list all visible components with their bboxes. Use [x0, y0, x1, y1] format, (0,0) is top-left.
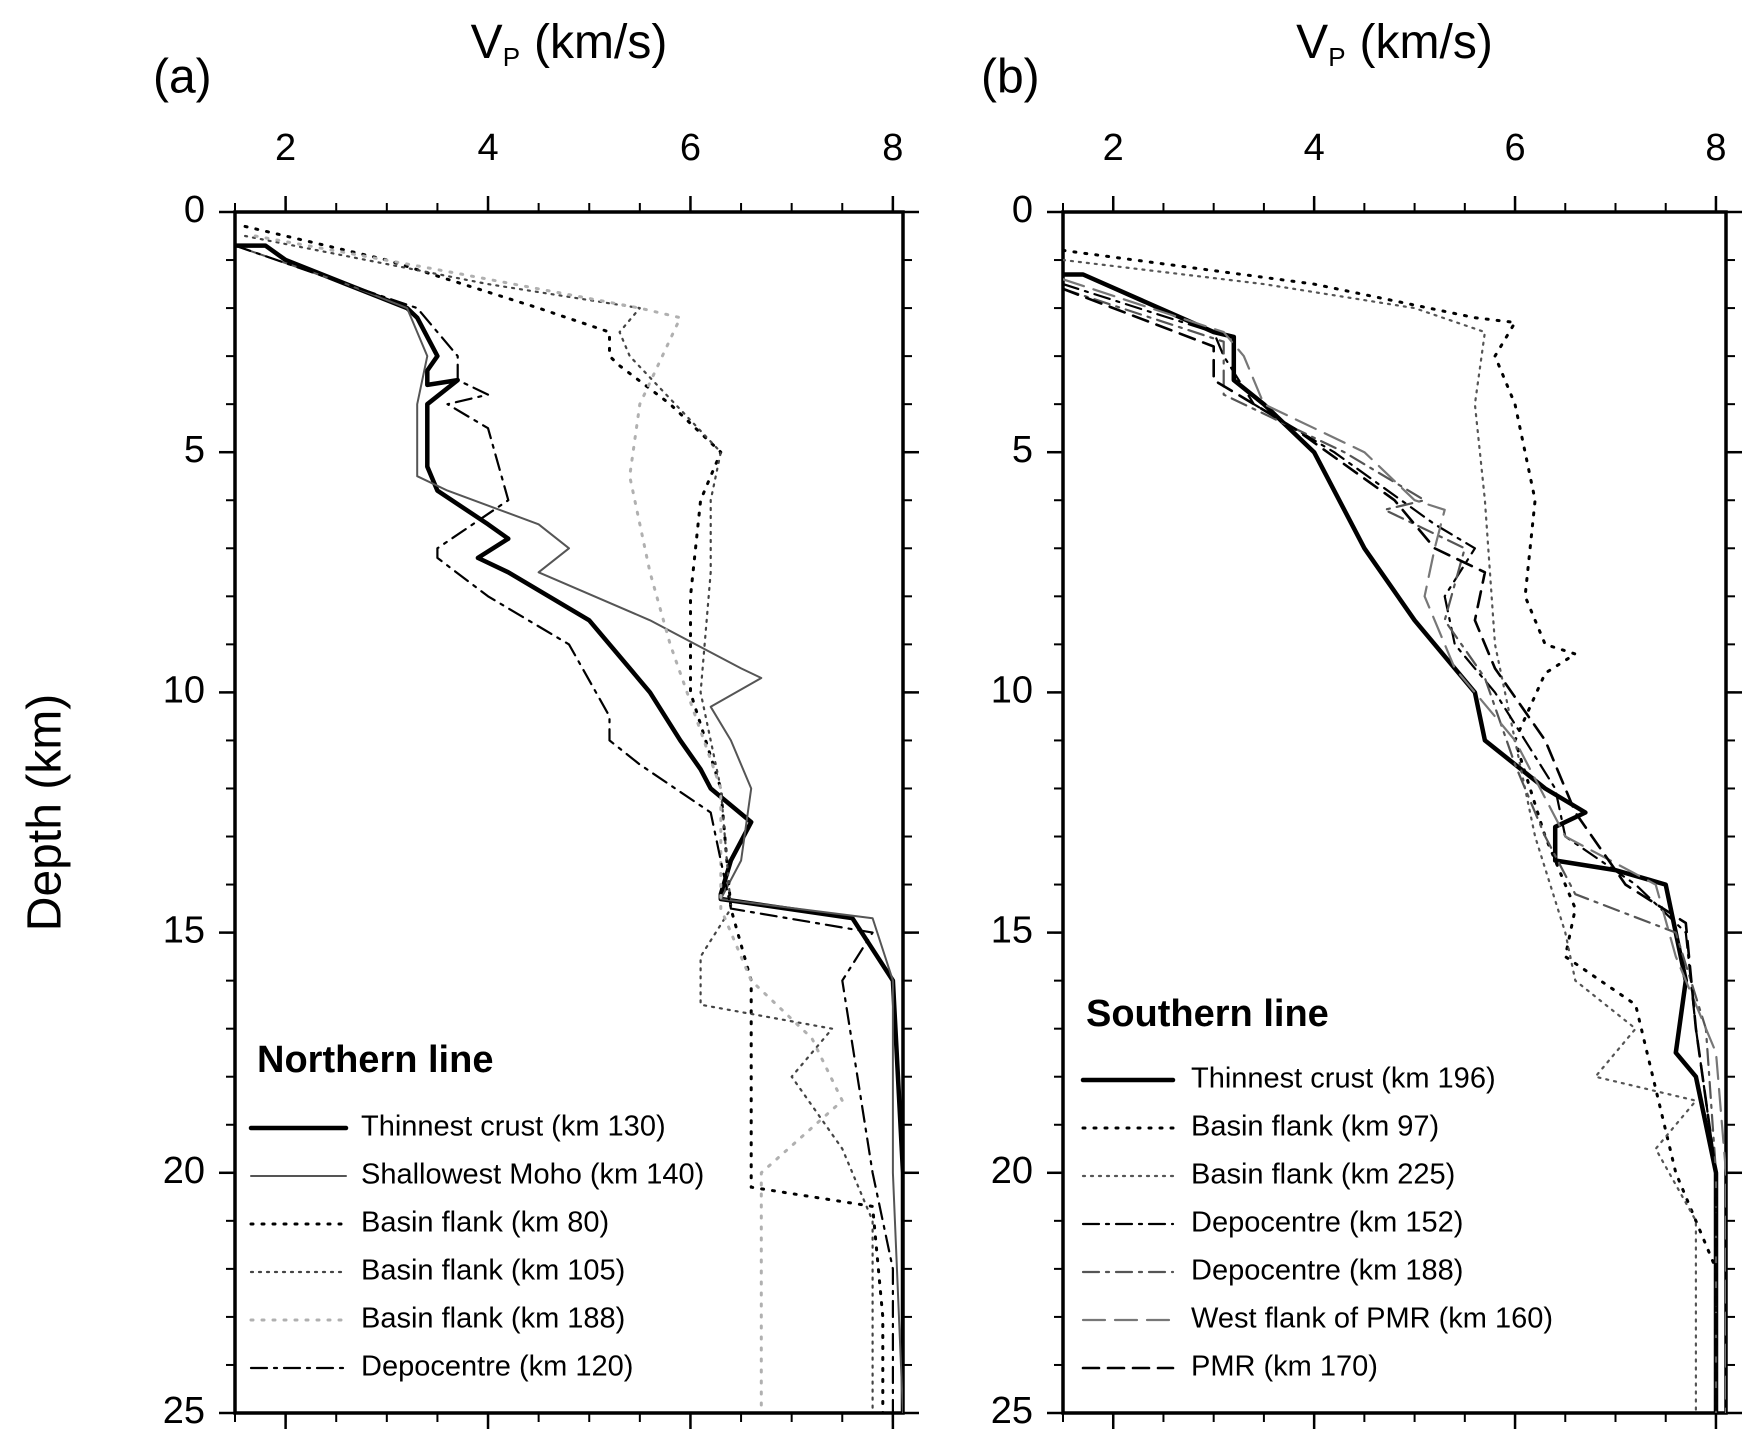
legend-label: Basin flank (km 188)	[361, 1303, 625, 1335]
y-tick-label: 10	[991, 669, 1033, 711]
legend-title: Northern line	[257, 1039, 493, 1081]
x-axis-subscript: P	[1328, 42, 1345, 72]
y-axis-title: Depth (km)	[19, 694, 72, 931]
x-axis-unit: (km/s)	[1360, 16, 1493, 69]
y-tick-label: 20	[163, 1150, 205, 1192]
plot-frame	[233, 210, 905, 1415]
series-line	[1063, 283, 1718, 1413]
x-tick-label: 2	[275, 127, 296, 169]
y-tick-label: 25	[163, 1390, 205, 1432]
series-line	[1063, 258, 1697, 1413]
panel-label: (a)	[153, 51, 212, 104]
series-line	[1063, 287, 1718, 1413]
panel: 2 4 6 8 0 5 10 15 20 25 (a) VP (km/s) Depth (km) North…	[19, 16, 919, 1432]
series-line	[1063, 248, 1718, 1413]
panel-label: (b)	[981, 51, 1040, 104]
x-axis-subscript: P	[503, 42, 520, 72]
y-tick-label: 15	[991, 910, 1033, 952]
legend-label: Basin flank (km 80)	[361, 1207, 609, 1239]
y-tick-label: 5	[184, 429, 205, 471]
series-line	[235, 244, 894, 1413]
x-axis-symbol: V	[1296, 16, 1328, 69]
series-line	[243, 224, 885, 1413]
x-axis-title: VP (km/s)	[1296, 16, 1493, 72]
legend-label: Thinnest crust (km 130)	[361, 1111, 666, 1143]
x-axis-symbol: V	[471, 16, 503, 69]
legend-title: Southern line	[1086, 993, 1329, 1035]
legend-label: PMR (km 170)	[1191, 1351, 1378, 1383]
x-axis-title: VP (km/s)	[471, 16, 668, 72]
series-line	[1063, 278, 1726, 1413]
series-line	[244, 234, 874, 1413]
y-tick-label: 0	[184, 189, 205, 231]
x-tick-label: 8	[1705, 127, 1726, 169]
y-tick-label: 15	[163, 910, 205, 952]
series-line	[1063, 272, 1719, 1413]
legend-label: Depocentre (km 152)	[1191, 1207, 1463, 1239]
legend-label: Basin flank (km 225)	[1191, 1159, 1455, 1191]
legend-label: Shallowest Moho (km 140)	[361, 1159, 704, 1191]
y-tick-label: 5	[1012, 429, 1033, 471]
x-tick-label: 4	[477, 127, 498, 169]
legend-label: Basin flank (km 97)	[1191, 1111, 1439, 1143]
x-tick-label: 4	[1304, 127, 1325, 169]
y-tick-label: 25	[991, 1390, 1033, 1432]
y-tick-label: 10	[163, 669, 205, 711]
series-line	[253, 234, 844, 1413]
legend-label: West flank of PMR (km 160)	[1191, 1303, 1553, 1335]
x-axis-unit: (km/s)	[534, 16, 667, 69]
x-tick-label: 8	[882, 127, 903, 169]
x-tick-label: 2	[1103, 127, 1124, 169]
series-line	[235, 244, 903, 1413]
x-tick-label: 6	[680, 127, 701, 169]
legend-label: Basin flank (km 105)	[361, 1255, 625, 1287]
series-line	[1063, 287, 1718, 1413]
y-tick-label: 20	[991, 1150, 1033, 1192]
legend-label: Thinnest crust (km 196)	[1191, 1063, 1496, 1095]
panel: 2 4 6 8 0 5 10 15 20 25 (b) VP (km/s) Southern line Th…	[981, 16, 1742, 1432]
legend-label: Depocentre (km 188)	[1191, 1255, 1463, 1287]
plot-frame	[1061, 210, 1728, 1415]
legend-label: Depocentre (km 120)	[361, 1351, 633, 1383]
x-tick-label: 6	[1504, 127, 1525, 169]
y-tick-label: 0	[1012, 189, 1033, 231]
